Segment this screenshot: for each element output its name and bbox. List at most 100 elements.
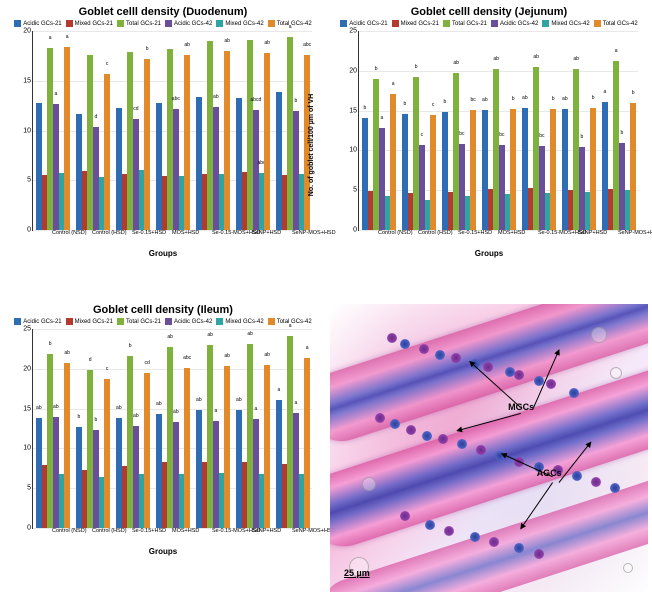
- legend-swatch: [14, 20, 21, 27]
- significance-label: b: [580, 134, 583, 140]
- y-tick: 20: [23, 28, 33, 35]
- x-tick-label: SeNP+HSD: [252, 528, 281, 534]
- significance-label: bc: [499, 132, 504, 138]
- y-tick: 0: [27, 227, 33, 234]
- significance-label: bc: [539, 133, 544, 139]
- bar: [144, 59, 150, 230]
- significance-label: d: [89, 357, 92, 363]
- legend-label: Mixed GCs-21: [75, 319, 113, 325]
- chart-jejunum: Goblet celll density (Jejunum) Acidic GC…: [326, 0, 652, 298]
- legend-label: Acidic GCs-21: [349, 21, 387, 27]
- significance-label: a: [615, 48, 618, 54]
- bar: [430, 115, 436, 230]
- significance-label: b: [129, 343, 132, 349]
- significance-label: c: [106, 366, 109, 372]
- legend-swatch: [392, 20, 399, 27]
- significance-label: a: [49, 35, 52, 41]
- legend-swatch: [117, 20, 124, 27]
- legend-label: Total GCs-42: [603, 21, 638, 27]
- significance-label: b: [49, 341, 52, 347]
- significance-label: a: [289, 24, 292, 30]
- chart-title: Goblet celll density (Duodenum): [4, 6, 322, 18]
- legend-label: Acidic GCs-42: [500, 21, 538, 27]
- significance-label: ab: [453, 60, 459, 66]
- legend-swatch: [66, 20, 73, 27]
- significance-label: c: [106, 61, 109, 67]
- bar: [590, 108, 596, 230]
- chart-duodenum: Goblet celll density (Duodenum) Acidic G…: [0, 0, 326, 298]
- significance-label: ab: [116, 405, 122, 411]
- significance-label: a: [66, 34, 69, 40]
- legend-label: Acidic GCs-42: [174, 21, 212, 27]
- significance-label: ab: [533, 54, 539, 60]
- significance-label: ab: [133, 413, 139, 419]
- legend-swatch: [165, 20, 172, 27]
- x-tick-label: Se-0.15+HSD: [458, 230, 492, 236]
- significance-label: b: [94, 417, 97, 423]
- significance-label: a: [294, 400, 297, 406]
- legend-swatch: [165, 318, 172, 325]
- x-tick-label: SeNP+HSD: [578, 230, 607, 236]
- bar: [630, 103, 636, 230]
- legend-item: Mixed GCs-42: [216, 20, 263, 27]
- significance-label: ab: [264, 40, 270, 46]
- significance-label: a: [289, 323, 292, 329]
- significance-label: b: [77, 414, 80, 420]
- significance-label: ab: [236, 397, 242, 403]
- significance-label: a: [306, 345, 309, 351]
- y-tick: 15: [349, 107, 359, 114]
- bar: [264, 53, 270, 230]
- bar: [184, 55, 190, 230]
- legend-item: Mixed GCs-21: [66, 20, 113, 27]
- significance-label: abc: [183, 355, 191, 361]
- x-tick-label: MOS+HSD: [498, 230, 525, 236]
- bar: [224, 366, 230, 528]
- y-tick: 20: [23, 365, 33, 372]
- y-tick: 15: [23, 77, 33, 84]
- legend-item: Mixed GCs-21: [392, 20, 439, 27]
- significance-label: ab: [173, 409, 179, 415]
- significance-label: b: [512, 96, 515, 102]
- significance-label: a: [380, 115, 383, 121]
- y-tick: 10: [349, 147, 359, 154]
- bar: [104, 74, 110, 230]
- y-tick: 25: [349, 28, 359, 35]
- chart-title: Goblet celll density (Ileum): [4, 304, 322, 316]
- significance-label: ab: [224, 38, 230, 44]
- legend-label: Mixed GCs-21: [401, 21, 439, 27]
- bar: [304, 358, 310, 528]
- legend-label: Total GCs-42: [277, 21, 312, 27]
- bar: [64, 47, 70, 230]
- legend-item: Total GCs-21: [117, 318, 161, 325]
- legend-label: Total GCs-42: [277, 319, 312, 325]
- legend-item: Acidic GCs-42: [491, 20, 538, 27]
- legend-item: Acidic GCs-21: [340, 20, 387, 27]
- legend-swatch: [542, 20, 549, 27]
- significance-label: abcd: [250, 97, 261, 103]
- significance-label: cd: [133, 106, 138, 112]
- plot-area: 05101520aaaControl (NSD)dcControl (HSD)c…: [32, 31, 312, 231]
- legend-item: Total GCs-21: [443, 20, 487, 27]
- y-tick: 0: [27, 525, 33, 532]
- y-tick: 15: [23, 405, 33, 412]
- significance-label: a: [254, 406, 257, 412]
- significance-label: ab: [196, 397, 202, 403]
- legend-label: Acidic GCs-21: [23, 21, 61, 27]
- y-tick: 25: [23, 326, 33, 333]
- histology-image: MGCs AGCs 25 µm: [326, 298, 652, 596]
- scale-bar: 25 µm: [344, 568, 370, 578]
- x-tick-label: Control (NSD): [52, 528, 87, 534]
- significance-label: ab: [184, 42, 190, 48]
- significance-label: b: [592, 95, 595, 101]
- legend-swatch: [117, 318, 124, 325]
- x-axis-label: Groups: [4, 249, 322, 258]
- significance-label: ab: [264, 352, 270, 358]
- significance-label: ab: [156, 401, 162, 407]
- bar: [550, 109, 556, 230]
- significance-label: bc: [459, 131, 464, 137]
- legend-swatch: [66, 318, 73, 325]
- bar: [390, 94, 396, 230]
- significance-label: c: [421, 132, 424, 138]
- significance-label: ab: [213, 94, 219, 100]
- significance-label: b: [363, 105, 366, 111]
